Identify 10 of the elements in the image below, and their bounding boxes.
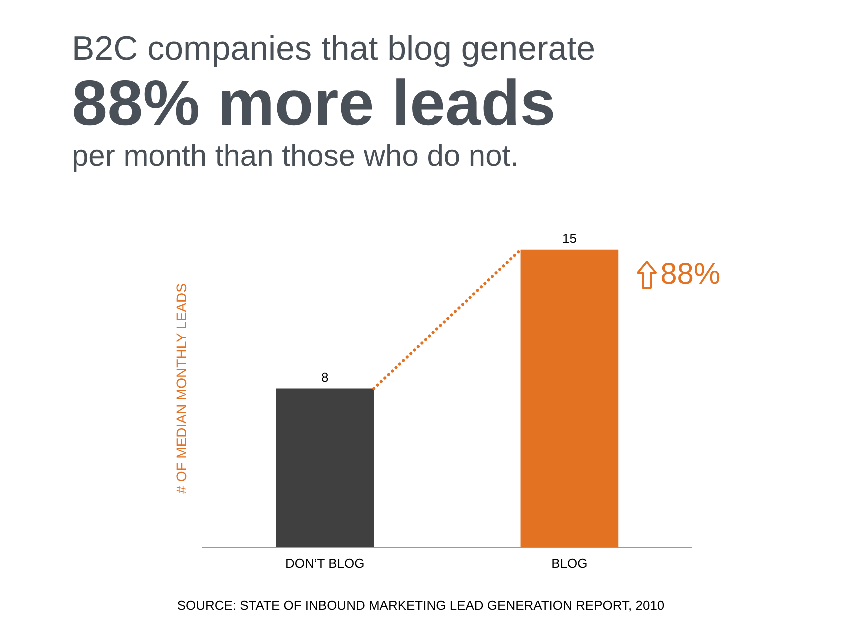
chart-title: B2C companies that blog generate <box>72 30 596 69</box>
data-label: 15 <box>562 230 577 246</box>
x-tick-label: BLOG <box>552 556 588 571</box>
text: per month than those who do not. <box>72 140 519 174</box>
chart-subtitle: 88% more leads <box>72 67 556 139</box>
x-tick-label: DON’T BLOG <box>285 556 365 571</box>
annotation: 88% <box>660 258 721 291</box>
y-axis-title: # OF MEDIAN MONTHLY LEADS <box>173 284 190 494</box>
data-label: 8 <box>321 370 329 385</box>
source-note: SOURCE: STATE OF INBOUND MARKETING LEAD GENERATION REPORT, 2010 <box>176 598 666 613</box>
